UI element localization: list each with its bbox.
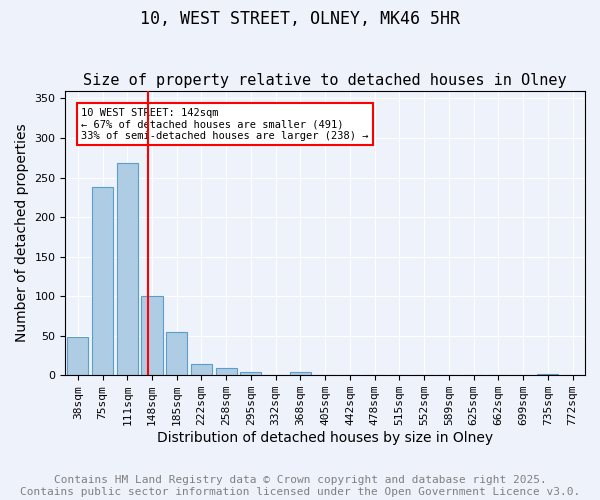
Bar	[142, 296, 163, 375]
Text: 10, WEST STREET, OLNEY, MK46 5HR: 10, WEST STREET, OLNEY, MK46 5HR	[140, 10, 460, 28]
Y-axis label: Number of detached properties: Number of detached properties	[15, 124, 29, 342]
Bar	[290, 372, 311, 375]
Text: Contains HM Land Registry data © Crown copyright and database right 2025.
Contai: Contains HM Land Registry data © Crown c…	[20, 476, 580, 497]
Bar	[241, 372, 262, 375]
Bar	[67, 338, 88, 375]
Title: Size of property relative to detached houses in Olney: Size of property relative to detached ho…	[83, 73, 567, 88]
Bar	[191, 364, 212, 375]
Bar	[117, 164, 138, 375]
Bar	[166, 332, 187, 375]
Bar	[538, 374, 559, 375]
Text: 10 WEST STREET: 142sqm
← 67% of detached houses are smaller (491)
33% of semi-de: 10 WEST STREET: 142sqm ← 67% of detached…	[81, 108, 368, 141]
X-axis label: Distribution of detached houses by size in Olney: Distribution of detached houses by size …	[157, 431, 493, 445]
Bar	[216, 368, 237, 375]
Bar	[92, 187, 113, 375]
